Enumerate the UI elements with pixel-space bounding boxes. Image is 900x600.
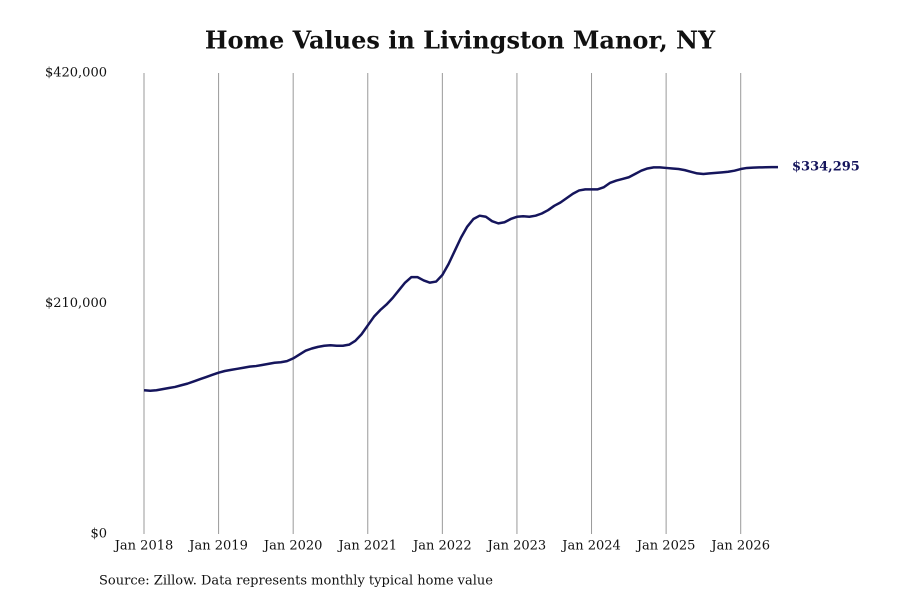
x-tick-label: Jan 2018 <box>113 539 174 554</box>
x-tick-label: Jan 2020 <box>262 539 323 554</box>
x-tick-label: Jan 2023 <box>486 539 547 554</box>
data-label: $334,295 <box>792 160 860 175</box>
chart-title: Home Values in Livingston Manor, NY <box>205 26 716 55</box>
x-tick-label: Jan 2019 <box>187 539 248 554</box>
y-tick-label: $210,000 <box>45 296 107 311</box>
y-tick-label: $0 <box>90 527 107 542</box>
caption: Source: Zillow. Data represents monthly … <box>99 574 493 589</box>
x-tick-label: Jan 2021 <box>336 539 397 554</box>
x-tick-label: Jan 2025 <box>635 539 696 554</box>
x-tick-label: Jan 2026 <box>709 539 770 554</box>
y-tick-label: $420,000 <box>45 66 107 81</box>
x-tick-label: Jan 2022 <box>411 539 472 554</box>
x-tick-label: Jan 2024 <box>560 539 621 554</box>
line <box>143 165 779 393</box>
